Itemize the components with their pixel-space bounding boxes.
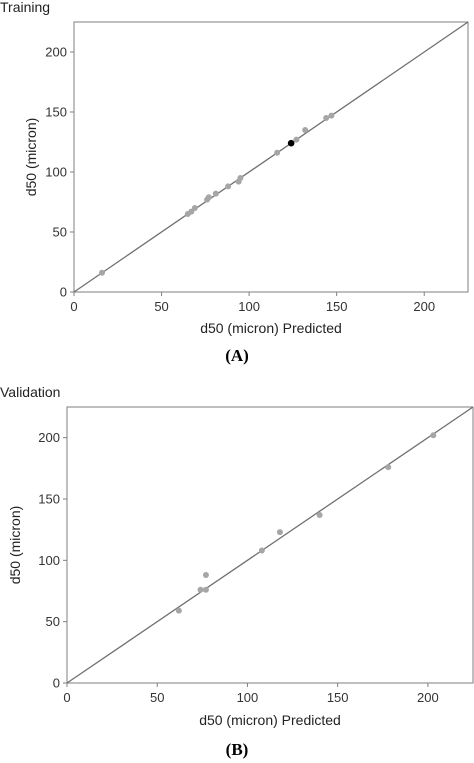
chart-1-data-point bbox=[225, 183, 232, 190]
chart-1-data-point bbox=[237, 175, 244, 181]
chart-1-highlighted-point bbox=[287, 139, 295, 147]
chart-2-y-axis-title: d50 (micron) bbox=[7, 506, 23, 585]
chart-1-y-tick-label: 50 bbox=[53, 225, 67, 240]
chart-2-x-axis-title: d50 (micron) Predicted bbox=[199, 712, 341, 728]
chart-2-data-point bbox=[385, 464, 392, 471]
chart-2-data-point bbox=[197, 586, 204, 593]
chart-1-y-tick-label: 0 bbox=[60, 285, 67, 300]
chart-2-data-point bbox=[276, 529, 283, 536]
chart-1-panel-title: Training bbox=[0, 0, 50, 15]
chart-2-panel-title: Validation bbox=[0, 384, 60, 400]
chart-2-y-tick-label: 200 bbox=[38, 430, 60, 445]
chart-1-data-point bbox=[293, 136, 300, 143]
chart-2-y-tick-label: 0 bbox=[53, 676, 60, 691]
chart-1-x-axis-title: d50 (micron) Predicted bbox=[200, 320, 342, 336]
chart-1-y-tick-label: 200 bbox=[45, 45, 67, 60]
chart-1-data-point bbox=[274, 149, 281, 156]
chart-1-x-tick-label: 100 bbox=[238, 299, 260, 314]
chart-2-x-tick-label: 200 bbox=[417, 690, 439, 705]
chart-2-y-tick-label: 50 bbox=[46, 614, 60, 629]
chart-2-caption: (B) bbox=[226, 740, 249, 759]
chart-2-x-tick-label: 100 bbox=[237, 690, 259, 705]
chart-2-x-tick-label: 150 bbox=[327, 690, 349, 705]
chart-1-x-tick-label: 0 bbox=[70, 299, 77, 314]
chart-2-data-point bbox=[202, 586, 209, 593]
chart-2-data-point bbox=[316, 511, 323, 518]
chart-1-reference-line bbox=[73, 21, 469, 293]
chart-1-x-tick-label: 150 bbox=[326, 299, 348, 314]
chart-1-plot-frame bbox=[73, 21, 469, 293]
chart-2-y-tick-label: 150 bbox=[38, 492, 60, 507]
chart-1-data-point bbox=[323, 115, 330, 121]
chart-1-data-point bbox=[99, 269, 106, 276]
chart-1-caption: (A) bbox=[225, 346, 249, 365]
chart-2-data-point bbox=[202, 572, 209, 579]
chart-2-reference-line bbox=[66, 406, 474, 684]
chart-2-x-tick-label: 0 bbox=[63, 690, 70, 705]
chart-2-plot-frame bbox=[66, 406, 474, 684]
chart-1-data-point bbox=[328, 112, 335, 119]
chart-2-x-tick-label: 50 bbox=[150, 690, 164, 705]
chart-1-data-point bbox=[205, 194, 212, 201]
chart-1-x-tick-label: 50 bbox=[154, 299, 168, 314]
chart-1-data-point bbox=[191, 205, 198, 211]
chart-1-data-point bbox=[212, 190, 219, 197]
chart-2-data-point bbox=[430, 432, 437, 439]
chart-1-y-axis-title: d50 (micron) bbox=[23, 118, 39, 197]
chart-1-y-tick-label: 150 bbox=[45, 105, 67, 120]
chart-2-y-tick-label: 100 bbox=[38, 553, 60, 568]
chart-1-y-tick-label: 100 bbox=[45, 165, 67, 180]
chart-2-data-point bbox=[258, 547, 265, 554]
chart-1-x-tick-label: 200 bbox=[413, 299, 435, 314]
chart-2-data-point bbox=[175, 607, 182, 614]
chart-1-data-point bbox=[302, 127, 309, 133]
